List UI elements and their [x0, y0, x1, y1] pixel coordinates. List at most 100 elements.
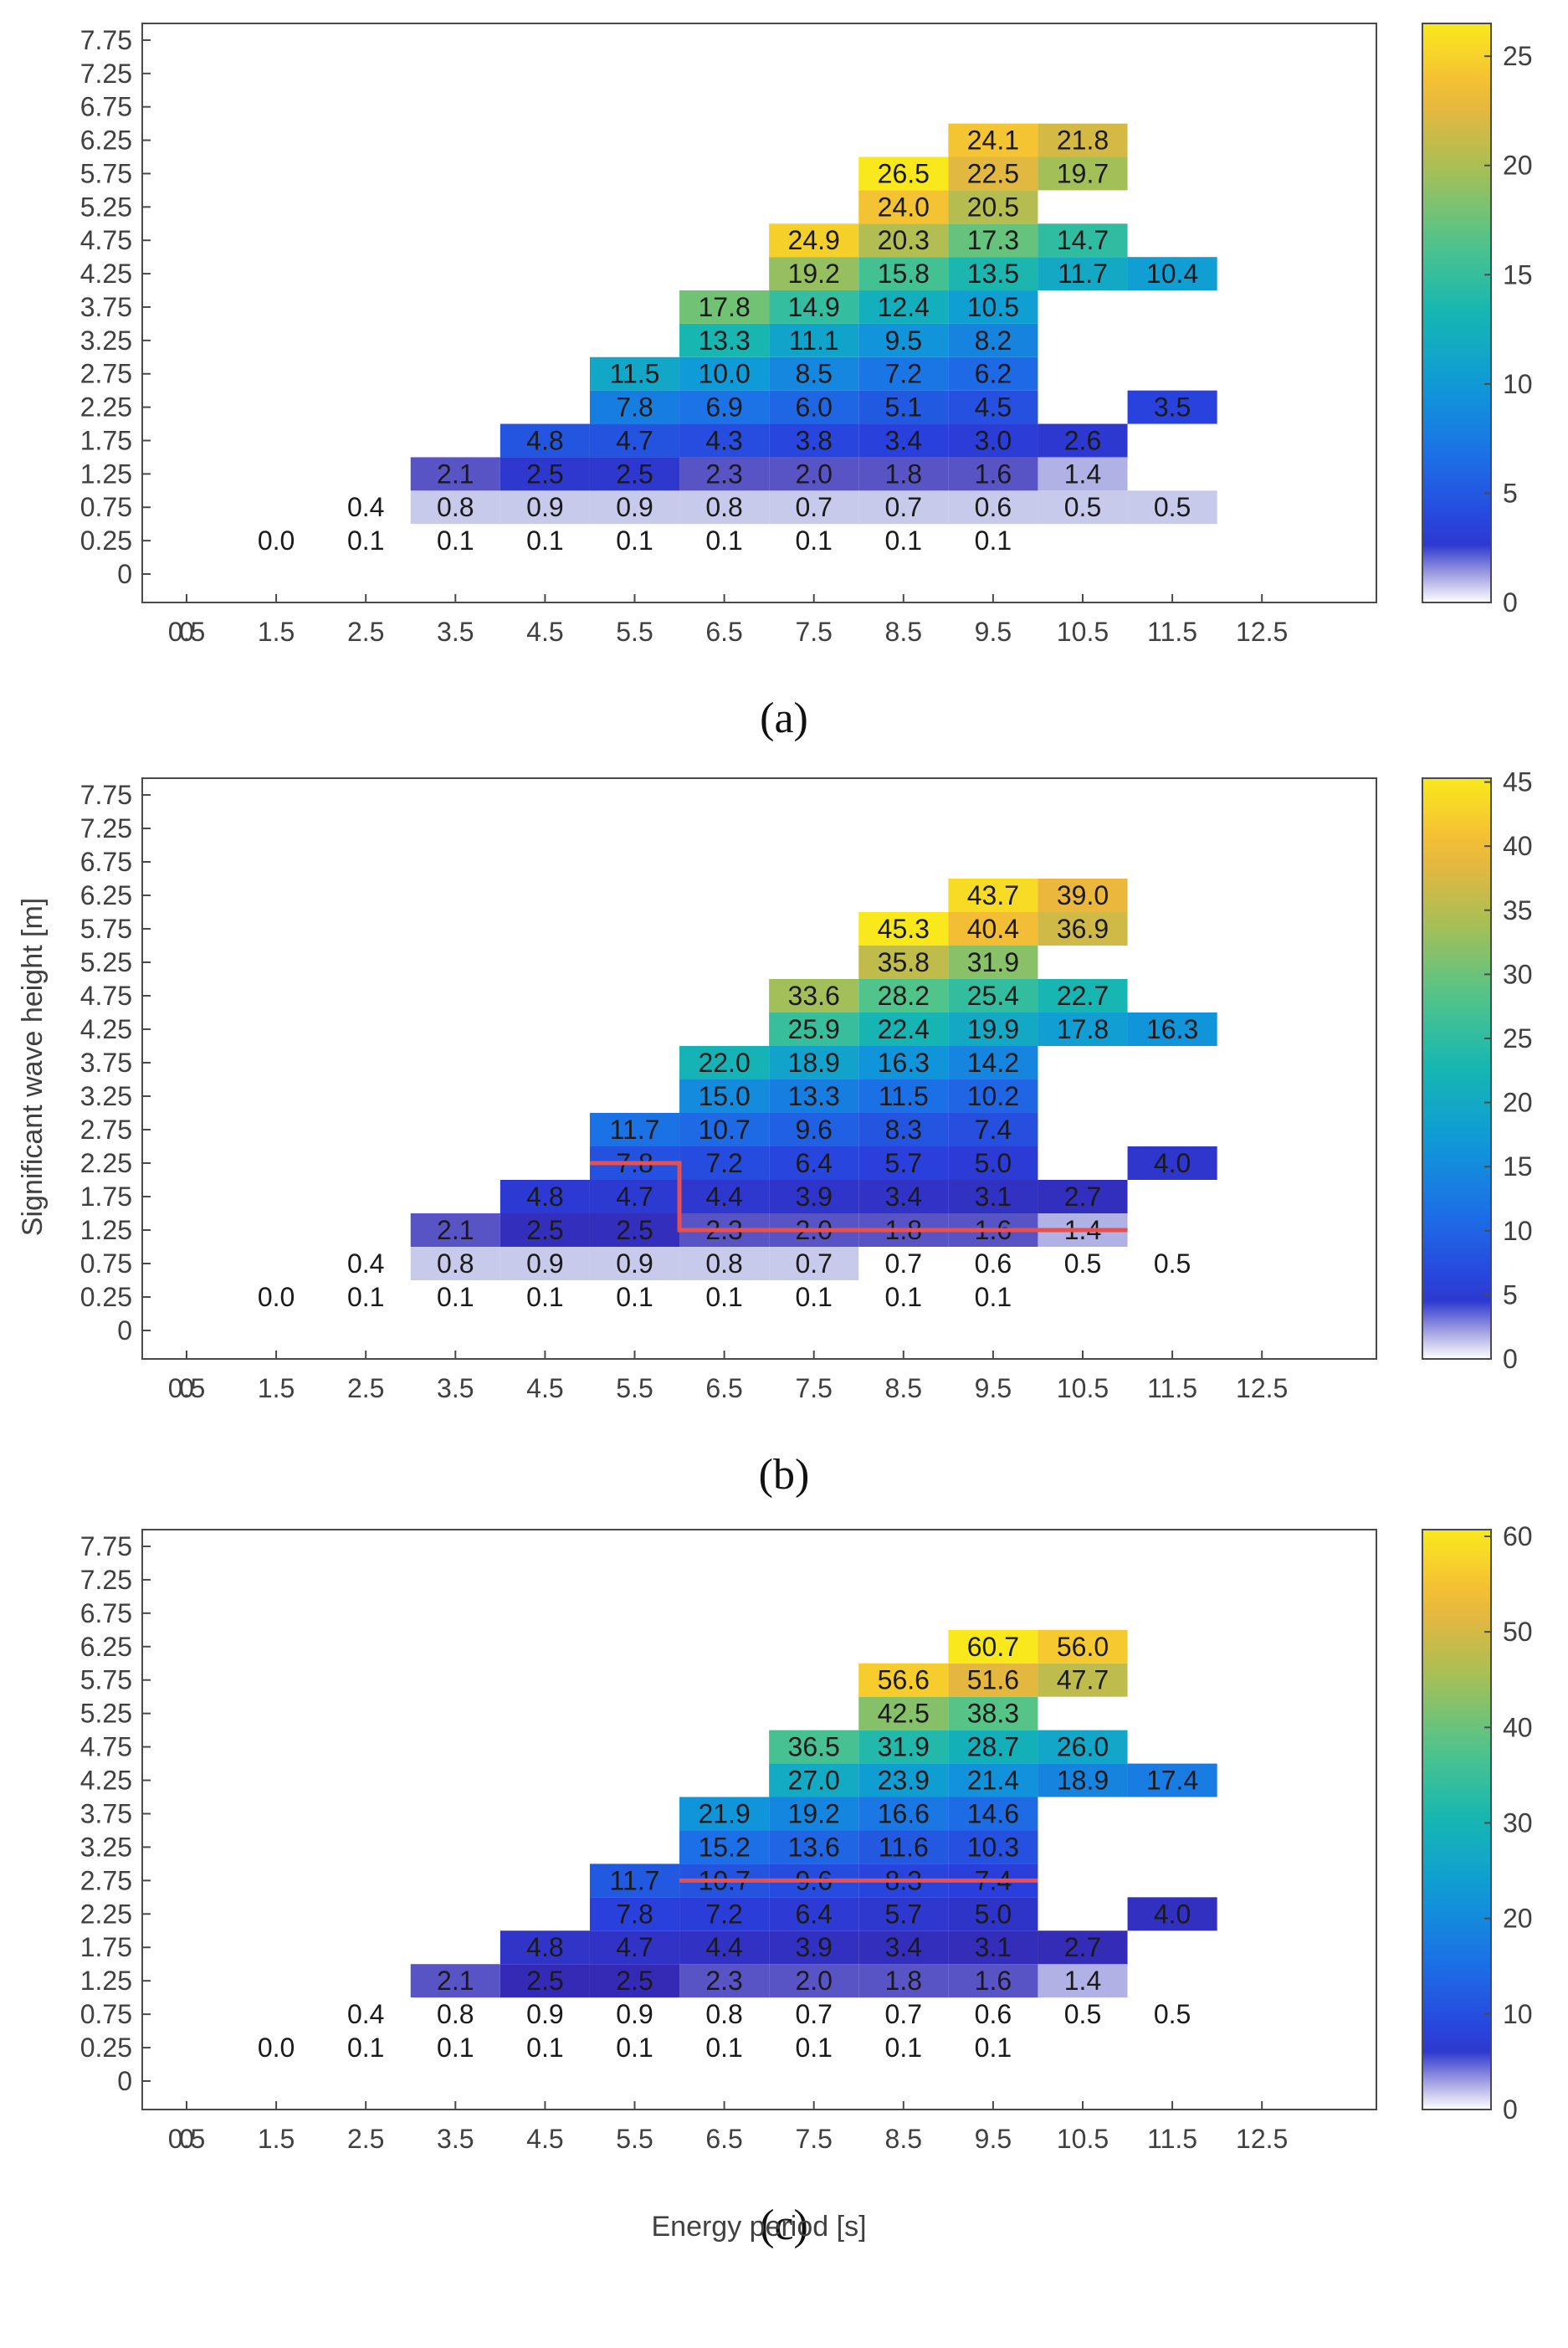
cell-value-label: 7.2 [705, 1899, 742, 1929]
cell-value-label: 0.5 [1064, 1999, 1101, 2029]
cell-value-label: 0.1 [795, 525, 832, 556]
heatmap-cell [769, 979, 859, 1013]
cell-value-label: 31.9 [878, 1732, 930, 1762]
y-tick-label: 0.75 [80, 1248, 132, 1279]
cell-value-label: 6.0 [795, 392, 832, 423]
colorbar-tick-label: 20 [1503, 1904, 1533, 1934]
heatmap-cell [589, 1113, 680, 1146]
cell-value-label: 21.9 [698, 1798, 750, 1828]
heatmap-cell [410, 1213, 500, 1247]
cell-value-label: 14.9 [788, 292, 840, 322]
x-tick-label: 12.5 [1236, 1373, 1288, 1403]
y-tick-label: 4.75 [80, 981, 132, 1011]
x-tick-label: 10.5 [1057, 617, 1109, 647]
x-tick-label: 0 [179, 1373, 194, 1403]
cell-value-label: 0.1 [347, 1282, 384, 1312]
heatmap-cell [1127, 1763, 1217, 1797]
cell-value-label: 7.4 [975, 1115, 1012, 1145]
heatmap-cell [769, 323, 859, 357]
cell-value-label: 25.4 [967, 981, 1019, 1011]
heatmap-cell [948, 423, 1038, 458]
heatmap-cell [769, 1247, 859, 1280]
cell-value-label: 5.7 [885, 1148, 922, 1178]
cell-value-label: 0.8 [705, 1248, 742, 1279]
cell-value-label: 0.1 [975, 1282, 1012, 1312]
x-tick-label: 9.5 [975, 617, 1012, 647]
heatmap-cell [769, 1763, 859, 1797]
cell-value-label: 56.0 [1057, 1632, 1109, 1662]
x-tick-label: 6.5 [705, 2124, 742, 2154]
cell-value-label: 0.8 [437, 1248, 474, 1279]
x-tick-label: 6.5 [705, 617, 742, 647]
heatmap-cell [858, 1763, 949, 1797]
cell-value-label: 0.1 [705, 525, 742, 556]
heatmap-cell [679, 1180, 770, 1213]
heatmap-cell [948, 257, 1038, 291]
heatmap-cell [858, 1830, 949, 1864]
cell-value-label: 3.4 [885, 1932, 922, 1962]
heatmap-cell [858, 946, 949, 979]
cell-value-label: 0.1 [885, 1282, 922, 1312]
cell-value-label: 26.5 [878, 158, 930, 188]
cell-value-label: 0.7 [795, 1248, 832, 1279]
x-tick-label: 0 [179, 2124, 194, 2154]
colorbar-tick-label: 40 [1503, 1712, 1533, 1742]
heatmap-cell [1127, 390, 1217, 424]
heatmap-cell [948, 1696, 1038, 1730]
y-tick-label: 7.25 [80, 59, 132, 89]
cell-value-label: 15.2 [698, 1832, 750, 1862]
panel-2: 00.250.751.251.752.252.753.253.754.254.7… [80, 767, 1533, 1499]
cell-value-label: 25.9 [788, 1014, 840, 1044]
heatmap-cell [858, 912, 949, 946]
heatmap-cell [948, 1830, 1038, 1864]
cell-value-label: 0.1 [616, 525, 653, 556]
heatmap-cell [858, 1146, 949, 1180]
colorbar-tick-label: 10 [1503, 1999, 1533, 2029]
cell-value-label: 0.1 [975, 2033, 1012, 2063]
cell-value-label: 0.1 [347, 2033, 384, 2063]
y-tick-label: 3.75 [80, 1798, 132, 1828]
heatmap-cell [679, 1113, 770, 1146]
cell-value-label: 10.4 [1146, 259, 1198, 289]
cell-value-label: 2.1 [437, 459, 474, 489]
heatmap-cell [769, 1930, 859, 1965]
cell-value-label: 36.5 [788, 1732, 840, 1762]
x-tick-label: 5.5 [616, 617, 653, 647]
y-tick-label: 4.75 [80, 225, 132, 255]
cell-value-label: 0.5 [1064, 492, 1101, 522]
x-tick-label: 10.5 [1057, 1373, 1109, 1403]
cell-value-label: 0.4 [347, 492, 384, 522]
heatmap-cell [589, 1247, 680, 1280]
cell-value-label: 42.5 [878, 1699, 930, 1729]
heatmap-cell [858, 190, 949, 224]
y-tick-label: 5.75 [80, 1665, 132, 1695]
panel-3: 00.250.751.251.752.252.753.253.754.254.7… [80, 1521, 1533, 2249]
heatmap-cell [858, 323, 949, 357]
heatmap-cell [589, 356, 680, 391]
cell-value-label: 3.8 [795, 425, 832, 455]
y-tick-label: 6.75 [80, 1598, 132, 1628]
colorbar-tick-label: 25 [1503, 1023, 1533, 1054]
heatmap-cell [500, 1180, 590, 1213]
cell-value-label: 0.9 [616, 1999, 653, 2029]
cell-value-label: 10.0 [698, 359, 750, 389]
heatmap-cell [1038, 1964, 1128, 1998]
heatmap-cell [948, 323, 1038, 357]
x-tick-label: 0 [179, 617, 194, 647]
cell-value-label: 17.4 [1146, 1766, 1198, 1796]
cell-value-label: 18.9 [788, 1048, 840, 1078]
heatmap-cell [500, 1930, 590, 1965]
cell-value-label: 4.0 [1154, 1148, 1191, 1178]
cell-value-label: 17.3 [967, 225, 1019, 255]
heatmap-cell [858, 490, 949, 525]
heatmap-cell [858, 423, 949, 458]
y-tick-label: 2.25 [80, 392, 132, 423]
cell-value-label: 5.0 [975, 1899, 1012, 1929]
cell-value-label: 16.3 [878, 1048, 930, 1078]
y-tick-label: 5.25 [80, 192, 132, 222]
heatmap-cell [589, 423, 680, 458]
heatmap-cell [1038, 912, 1128, 946]
y-tick-label: 3.25 [80, 1081, 132, 1111]
cell-value-label: 15.8 [878, 259, 930, 289]
heatmap-cell [679, 390, 770, 424]
